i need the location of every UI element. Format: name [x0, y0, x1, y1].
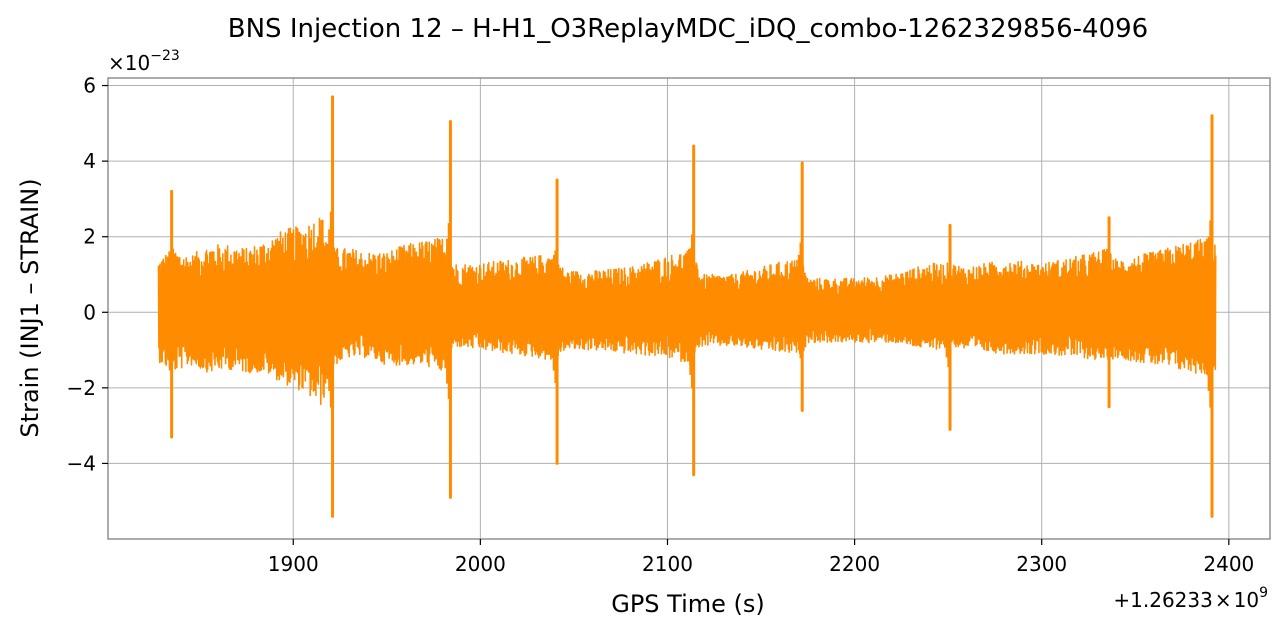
y-tick-label: 6 — [83, 74, 96, 98]
y-tick-label: −2 — [67, 376, 96, 400]
x-offset-label: +1.26233 × 109 — [1113, 585, 1268, 612]
x-tick-label: 2300 — [1016, 552, 1067, 576]
y-axis-label: Strain (INJ1 – STRAIN) — [16, 178, 44, 437]
data-series — [157, 95, 1217, 518]
x-axis-label: GPS Time (s) — [611, 590, 765, 618]
x-tick-label: 2000 — [455, 552, 506, 576]
plot-frame — [107, 77, 1271, 540]
y-tick-label: 2 — [83, 225, 96, 249]
x-tick-label: 2400 — [1203, 552, 1254, 576]
x-tick-label: 1900 — [268, 552, 319, 576]
y-tick-label: 4 — [83, 149, 96, 173]
y-scale-label: ×10−23 — [108, 48, 180, 75]
chart-title: BNS Injection 12 – H-H1_O3ReplayMDC_iDQ_… — [228, 14, 1148, 44]
y-tick-label: 0 — [83, 300, 96, 324]
tick-marks — [102, 84, 1230, 545]
x-tick-label: 2200 — [829, 552, 880, 576]
strain-trace — [157, 217, 1217, 406]
y-tick-label: −4 — [67, 451, 96, 475]
x-tick-label: 2100 — [642, 552, 693, 576]
